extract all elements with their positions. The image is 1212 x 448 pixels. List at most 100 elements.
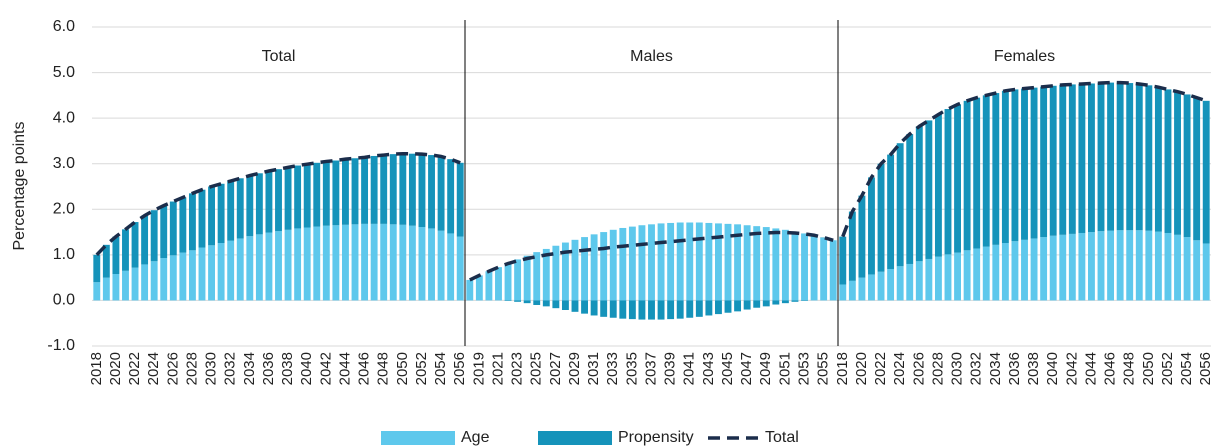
x-tick-label: 2047 [738,352,755,385]
bar [1183,237,1191,301]
bar [342,224,349,301]
x-tick-label: 2054 [1178,352,1195,385]
bar [839,284,847,301]
bar [925,120,933,259]
bar [571,300,579,312]
x-tick-label: 2056 [1197,352,1212,385]
bar [227,181,235,241]
bar [208,186,215,246]
bar [179,197,187,253]
bar [1107,82,1115,231]
bar [322,225,330,301]
bar [619,227,627,301]
x-tick-label: 2054 [432,352,449,385]
bar [1097,83,1105,232]
bar [294,228,302,301]
bar [858,195,866,278]
bar [1001,243,1009,301]
bar [236,238,244,301]
bar [514,300,522,302]
bar [705,300,713,316]
bar [791,231,799,301]
bar [1126,230,1134,301]
panel-label: Females [994,48,1055,65]
legend-label: Total [765,429,799,446]
total-line [841,80,1207,238]
bar [848,211,856,281]
bar [112,273,120,301]
bar [303,164,311,228]
bar [150,210,158,262]
x-tick-label: 2048 [375,352,392,385]
bar [954,104,961,253]
bar [265,171,273,233]
bar [1049,235,1057,301]
bar [648,224,655,301]
bar [93,282,101,301]
bar [102,277,110,301]
bar [1107,230,1115,301]
x-tick-label: 2031 [585,352,602,385]
x-tick-label: 2036 [260,352,277,385]
bar [868,274,875,301]
bar [265,232,273,301]
bar [590,300,598,316]
bar [676,222,684,301]
bar [743,300,751,310]
bar [1135,230,1143,301]
legend-label: Propensity [618,429,694,446]
bar [198,189,206,248]
bar [561,242,569,301]
bar [1059,84,1067,235]
bar [351,224,359,301]
bar [246,175,254,237]
bar [428,155,435,229]
bar [762,227,770,301]
x-tick-label: 2049 [757,352,774,385]
bar [227,240,235,301]
bar [122,229,129,271]
bar [877,163,885,272]
bar [1078,232,1086,301]
bar [667,300,675,320]
bar [743,225,751,301]
x-tick-label: 2039 [662,352,679,385]
bar [973,248,981,301]
bar [361,223,369,301]
x-tick-label: 2026 [164,352,181,385]
x-tick-label: 2055 [815,352,832,385]
bar [428,228,435,301]
bar [581,300,588,314]
bar [255,234,263,301]
bar [1011,241,1019,301]
bar [542,248,550,301]
bar [753,300,761,308]
bar [896,143,904,267]
bar [638,225,646,301]
bar [208,245,215,301]
bar [523,300,531,304]
bar [437,156,445,231]
bar [963,100,971,251]
x-tick-label: 2045 [719,352,736,385]
bar [858,277,866,301]
bar [1174,234,1181,301]
bar [169,255,177,301]
bar [495,267,502,301]
bar [676,300,684,319]
bar [1088,83,1095,233]
x-tick-label: 2046 [356,352,373,385]
bar [887,154,895,269]
bar [1021,239,1028,301]
bar [829,240,837,301]
bar [877,271,885,301]
bar [1126,83,1134,231]
bar [408,225,416,301]
x-tick-label: 2053 [795,352,812,385]
x-tick-label: 2023 [509,352,526,385]
x-tick-label: 2056 [451,352,468,385]
x-tick-label: 2028 [929,352,946,385]
bar [628,226,636,301]
bar [141,264,149,301]
x-tick-label: 2044 [336,352,353,385]
